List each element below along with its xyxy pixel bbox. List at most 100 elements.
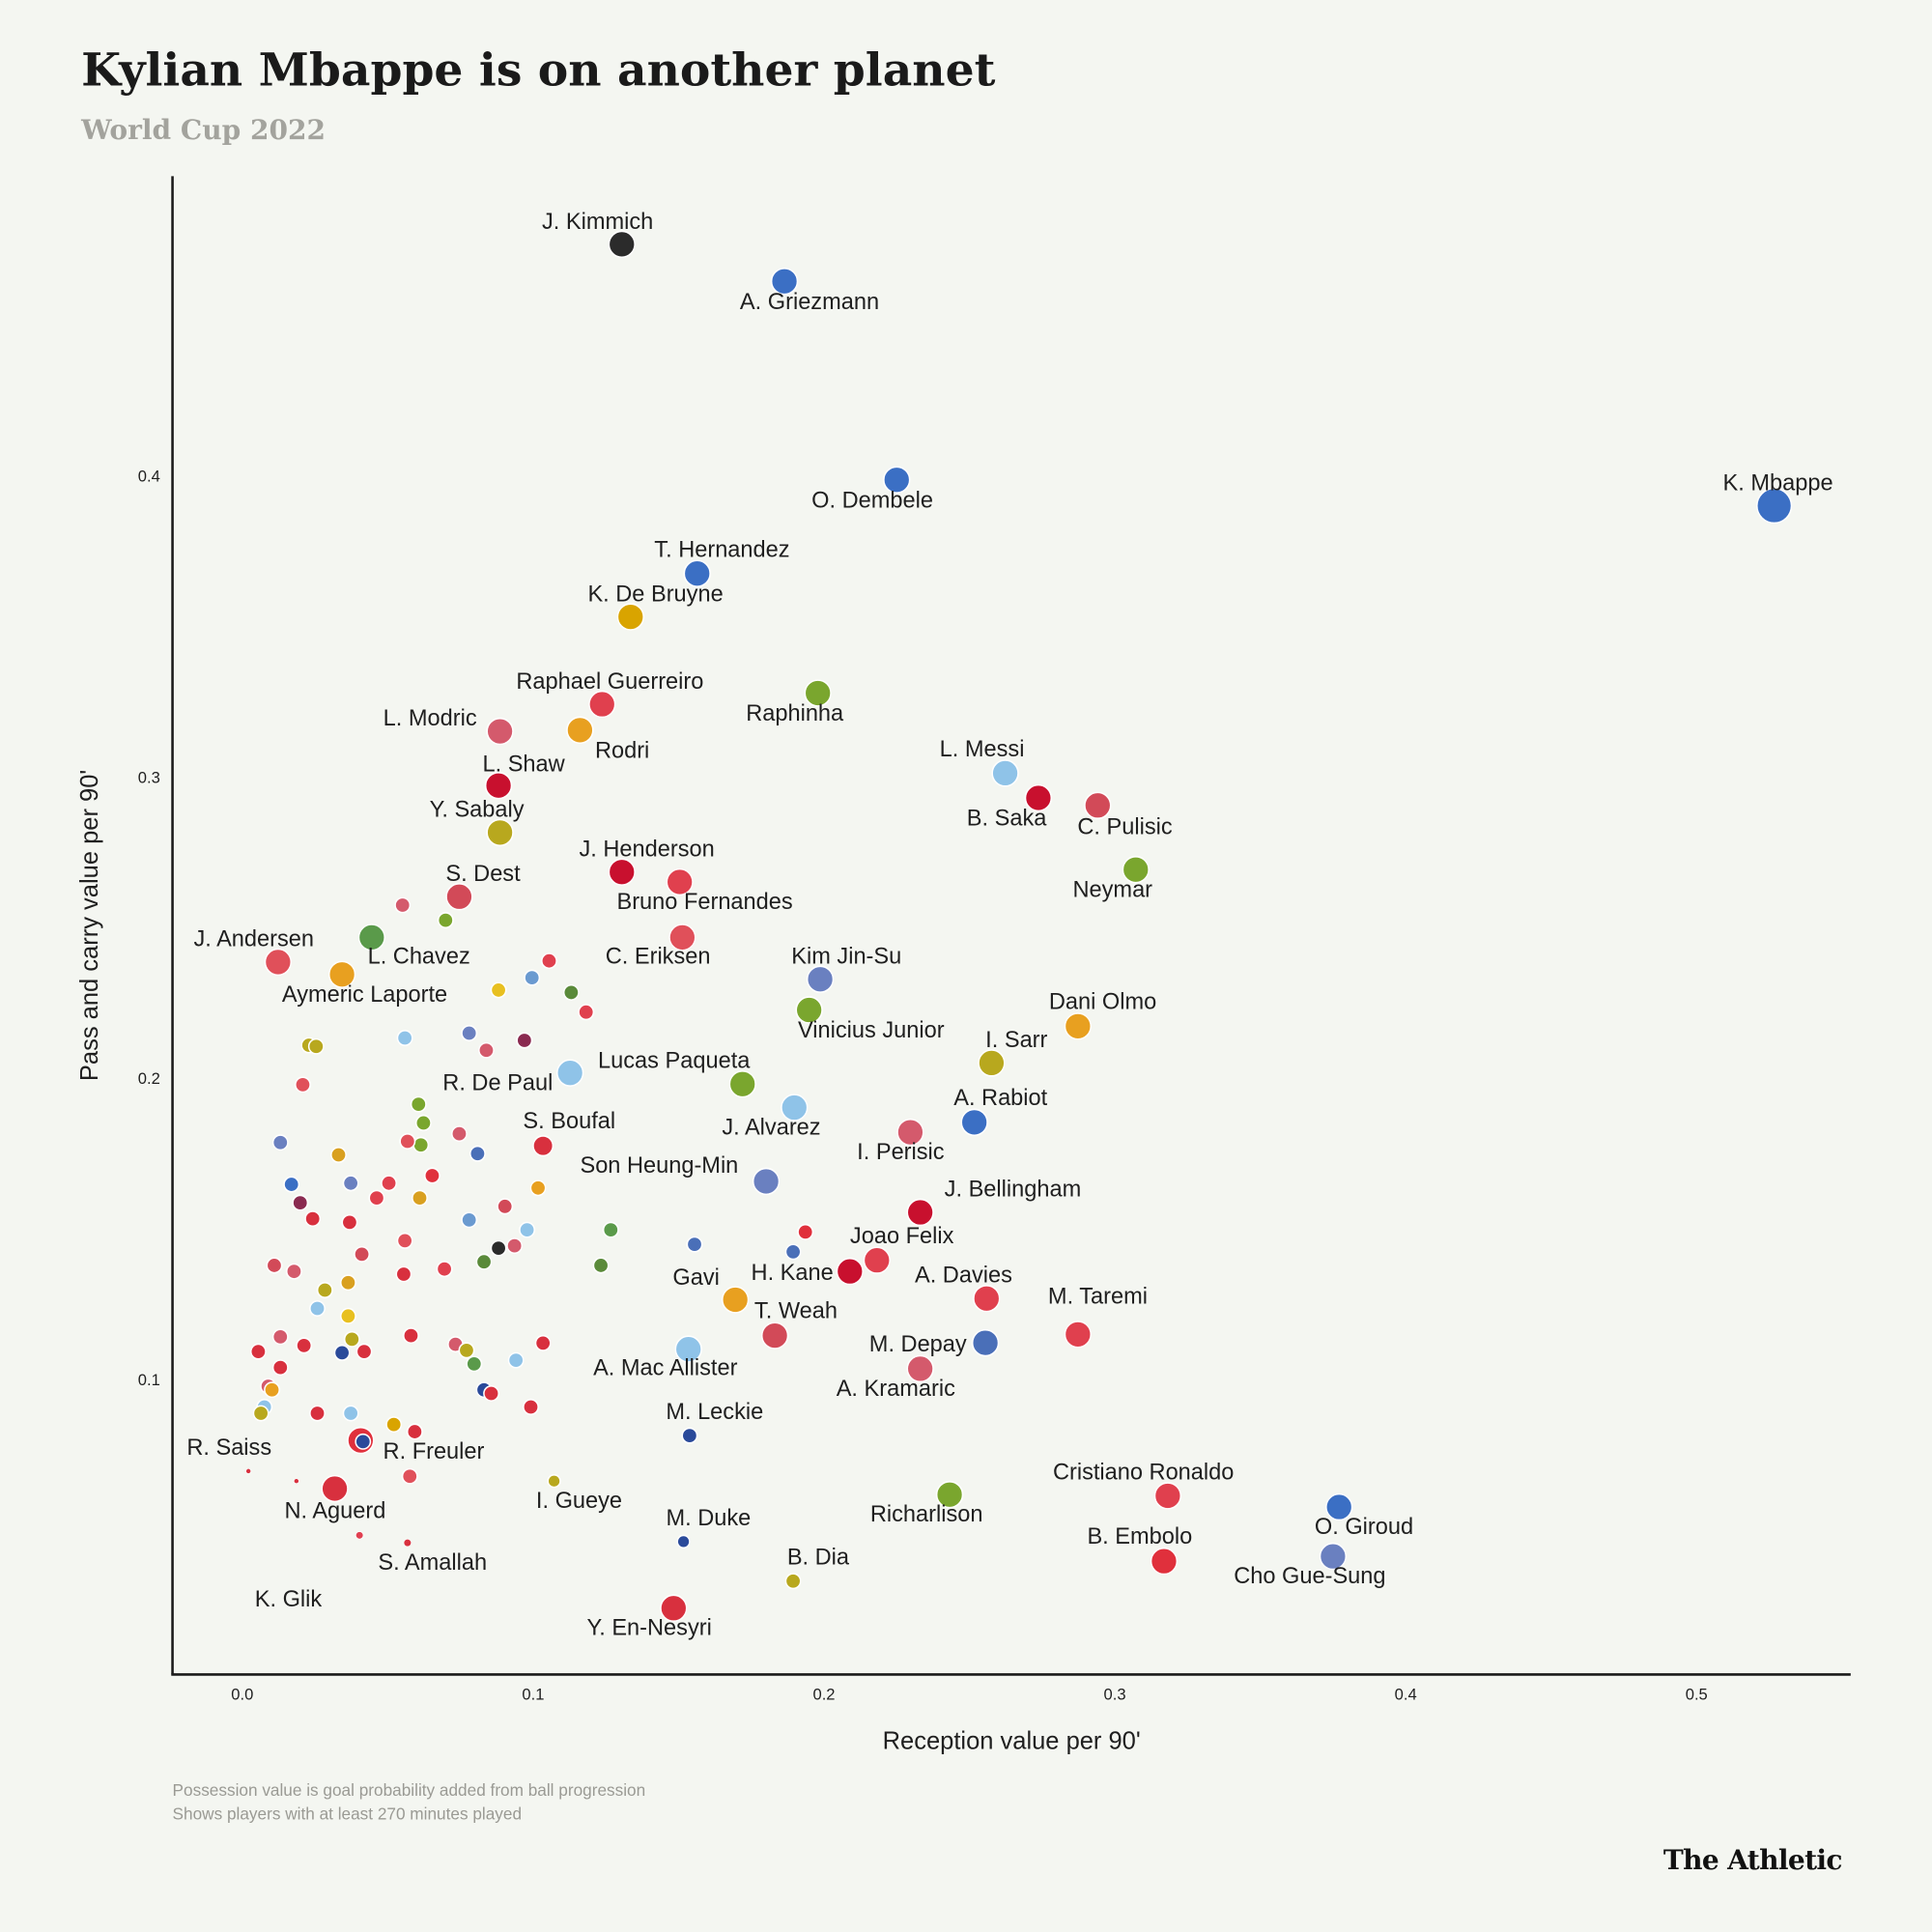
data-point <box>896 1118 924 1147</box>
data-point <box>722 1286 750 1314</box>
data-point <box>608 230 636 259</box>
data-point <box>1153 1482 1182 1510</box>
y-tick-label: 0.3 <box>138 768 160 786</box>
data-point <box>309 1300 326 1317</box>
data-point <box>516 1032 533 1049</box>
point-label: Dani Olmo <box>1049 988 1156 1013</box>
data-point <box>578 1004 595 1021</box>
x-tick-label: 0.3 <box>1104 1685 1126 1703</box>
y-tick-label: 0.1 <box>138 1371 160 1389</box>
point-label: A. Mac Allister <box>593 1354 738 1379</box>
point-label: L. Messi <box>940 736 1025 761</box>
data-point <box>396 1232 413 1249</box>
data-point <box>445 883 473 911</box>
data-point <box>304 1210 322 1228</box>
point-label: J. Bellingham <box>945 1176 1082 1201</box>
point-label: S. Boufal <box>523 1108 615 1133</box>
point-label: M. Depay <box>869 1331 967 1356</box>
point-label: R. Freuler <box>384 1438 485 1463</box>
data-point <box>399 1133 416 1150</box>
point-label: Y. Sabaly <box>430 797 525 822</box>
x-tick-label: 0.4 <box>1395 1685 1417 1703</box>
point-label: S. Dest <box>445 861 521 886</box>
data-point <box>683 559 711 587</box>
data-point <box>286 1263 302 1280</box>
chart-subtitle: World Cup 2022 <box>80 114 326 146</box>
data-point <box>296 1337 313 1354</box>
data-point <box>396 1030 413 1046</box>
data-point <box>507 1351 525 1369</box>
data-point <box>461 1211 478 1229</box>
data-point <box>412 1189 428 1207</box>
data-point <box>343 1330 360 1348</box>
point-label: I. Gueye <box>536 1488 622 1513</box>
data-point <box>660 1594 688 1622</box>
point-label: Lucas Paqueta <box>598 1048 751 1073</box>
data-point <box>1319 1542 1348 1571</box>
data-point <box>340 1274 356 1292</box>
y-axis-title: Pass and carry value per 90' <box>76 770 103 1081</box>
data-point <box>271 1328 289 1346</box>
point-label: Joao Felix <box>850 1223 954 1248</box>
point-label: B. Dia <box>787 1545 850 1570</box>
data-point <box>486 818 514 847</box>
x-tick-label: 0.2 <box>812 1685 835 1703</box>
point-label: Richarlison <box>870 1501 983 1526</box>
data-point <box>592 1257 610 1274</box>
data-point <box>451 1125 468 1143</box>
point-label: J. Alvarez <box>722 1115 820 1140</box>
data-point <box>547 1474 561 1489</box>
point-label: Son Heung-Min <box>580 1152 738 1178</box>
data-point <box>1325 1492 1353 1521</box>
point-label: Vinicius Junior <box>798 1017 945 1042</box>
data-point <box>490 1239 507 1257</box>
data-point <box>562 984 580 1001</box>
data-point <box>616 603 644 631</box>
data-point <box>252 1405 270 1422</box>
point-label: I. Perisic <box>857 1139 945 1164</box>
data-point <box>333 1344 351 1361</box>
data-point <box>486 717 514 746</box>
data-point <box>978 1049 1006 1077</box>
data-point <box>381 1175 397 1192</box>
data-point <box>295 1076 311 1094</box>
data-point <box>497 1198 514 1215</box>
data-point <box>368 1189 385 1207</box>
data-point <box>307 1037 325 1055</box>
data-point <box>519 1221 536 1238</box>
data-point <box>529 1179 547 1197</box>
data-point <box>770 268 799 296</box>
data-point <box>863 1246 891 1274</box>
data-point <box>906 1198 934 1227</box>
footnote: Possession value is goal probability add… <box>173 1780 646 1800</box>
data-point <box>394 896 412 914</box>
y-tick-label: 0.4 <box>138 468 160 486</box>
point-label: H. Kane <box>752 1260 834 1285</box>
data-point <box>385 1416 403 1433</box>
point-label: A. Rabiot <box>953 1085 1047 1110</box>
data-point <box>484 772 513 800</box>
point-labels: J. Kimmich A. Griezmann K. Mbappe O. Dembel… <box>186 209 1833 1639</box>
data-point <box>960 1108 988 1136</box>
point-label: Bruno Fernandes <box>616 889 792 914</box>
data-point <box>466 1355 483 1373</box>
data-point <box>666 867 694 896</box>
data-point <box>686 1236 703 1253</box>
data-point <box>534 1334 552 1351</box>
data-point <box>883 466 911 494</box>
point-label: Y. En-Nesyri <box>587 1614 712 1639</box>
data-point <box>469 1145 486 1162</box>
data-point <box>1064 1321 1092 1349</box>
data-point <box>1122 856 1150 884</box>
data-point <box>728 1070 756 1098</box>
point-label: J. Kimmich <box>542 209 653 234</box>
chart-title: Kylian Mbappe is on another planet <box>81 44 995 98</box>
data-point <box>461 1025 478 1041</box>
data-point <box>676 1534 691 1549</box>
data-point <box>681 1427 698 1444</box>
point-label: K. Mbappe <box>1723 470 1833 496</box>
point-label: K. De Bruyne <box>587 581 723 606</box>
x-tick-label: 0.5 <box>1686 1685 1708 1703</box>
point-label: Kim Jin-Su <box>791 943 901 968</box>
data-point <box>410 1095 427 1113</box>
